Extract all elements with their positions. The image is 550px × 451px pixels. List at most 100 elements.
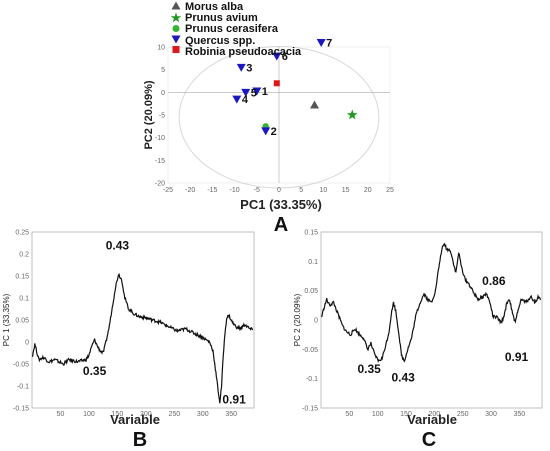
panel-a-ytick-label: -15 bbox=[155, 158, 165, 165]
point-quercus bbox=[241, 88, 251, 97]
legend-marker-prunus-cerasifera bbox=[172, 25, 180, 32]
panel-a-xtick-label: 25 bbox=[386, 187, 394, 194]
panel-c-ytick-label: 0.05 bbox=[304, 288, 318, 295]
panel-b-xtick-label: 50 bbox=[57, 411, 65, 418]
panel-c-xtick-label: 350 bbox=[513, 411, 525, 418]
panel-c-ytick-label: 0 bbox=[314, 318, 318, 325]
panel-a-xtick-label: -15 bbox=[207, 187, 217, 194]
panel-b-annotation: 0.91 bbox=[222, 393, 246, 407]
panel-a-xlabel: PC1 (33.35%) bbox=[240, 197, 322, 212]
panel-a-ytick-label: 0 bbox=[161, 90, 165, 97]
quercus-point-label: 6 bbox=[282, 51, 288, 63]
panel-b-ylabel: PC 1 (33.35%) bbox=[2, 293, 11, 346]
panel-label-c: C bbox=[422, 429, 436, 451]
panel-c-xtick-label: 200 bbox=[428, 411, 440, 418]
panel-b-annotation: 0.35 bbox=[83, 364, 107, 378]
panel-c-annotation: 0.43 bbox=[391, 371, 415, 385]
point-quercus bbox=[252, 87, 262, 96]
panel-label-b: B bbox=[133, 429, 147, 451]
legend: Morus alba Prunus avium Prunus cerasifer… bbox=[170, 1, 302, 58]
panel-b-ytick-label: 0 bbox=[25, 340, 29, 347]
panel-c-annotation: 0.86 bbox=[482, 274, 506, 288]
point-quercus bbox=[316, 38, 326, 47]
panel-c-pc2-line bbox=[321, 242, 541, 363]
panel-c-xlabel: Variable bbox=[407, 412, 457, 427]
point-quercus bbox=[261, 127, 271, 136]
panel-b-plot-area bbox=[31, 231, 255, 409]
legend-marker-prunus-avium bbox=[170, 12, 182, 23]
panel-c-annotation: 0.35 bbox=[357, 362, 381, 376]
panel-c-ytick-label: 0.1 bbox=[308, 259, 318, 266]
panel-label-a: A bbox=[274, 214, 288, 236]
panel-a-xtick-label: 0 bbox=[277, 187, 281, 194]
panel-b-ytick-label: 0.15 bbox=[15, 274, 29, 281]
legend-label-morus-alba: Morus alba bbox=[185, 1, 244, 13]
quercus-point-label: 5 bbox=[251, 87, 257, 99]
panel-a-plot: -25 -20 -15 -10 -5 0 5 10 15 20 251050-5-10-15-20 … bbox=[143, 37, 394, 236]
point-morus-alba bbox=[310, 100, 320, 109]
panel-a-ytick-label: -5 bbox=[159, 113, 165, 120]
panel-a-ylabel: PC2 (20.09%) bbox=[143, 80, 155, 149]
point-robinia bbox=[273, 80, 280, 87]
panel-a-xtick-label: 5 bbox=[299, 187, 303, 194]
panel-b-ytick-label: -0.1 bbox=[17, 384, 29, 391]
panel-b-plot: 50 100 150 200 250 300 350 0.25 0.2 0.15 0.1 0.05 0 -… bbox=[2, 230, 255, 451]
quercus-point-label: 3 bbox=[246, 62, 252, 74]
quercus-point-label: 1 bbox=[262, 86, 268, 98]
panel-c-ylabel: PC 2 (20.09%) bbox=[293, 293, 302, 346]
legend-marker-morus-alba bbox=[171, 1, 181, 10]
legend-marker-quercus bbox=[171, 35, 181, 44]
panel-c-plot: 50 100 150 200 250 300 350 0.15 0.1 0.05 0 -0.05 -0.… bbox=[293, 230, 543, 451]
panel-b-ytick-label: 0.1 bbox=[19, 296, 29, 303]
panel-b-annotation: 0.43 bbox=[106, 239, 130, 253]
panel-a-xtick-label: 20 bbox=[364, 187, 372, 194]
panel-b-xtick-label: 150 bbox=[112, 411, 124, 418]
panel-b-ytick-label: 0.05 bbox=[15, 318, 29, 325]
panel-a-ytick-label: -20 bbox=[155, 181, 165, 188]
panel-a-ytick-label: 5 bbox=[161, 67, 165, 74]
panel-c-ytick-label: -0.1 bbox=[306, 376, 318, 383]
confidence-ellipse bbox=[178, 46, 380, 189]
panel-a-ytick-label: -10 bbox=[155, 135, 165, 142]
panel-c-xtick-label: 250 bbox=[457, 411, 469, 418]
point-quercus bbox=[232, 95, 242, 104]
panel-b-xtick-label: 100 bbox=[83, 411, 95, 418]
legend-label-robinia: Robinia pseudoacacia bbox=[185, 46, 302, 58]
panel-a-xtick-label: -5 bbox=[254, 187, 260, 194]
panel-c-ytick-label: 0.15 bbox=[304, 230, 318, 237]
panel-a-xtick-label: -25 bbox=[163, 187, 173, 194]
panel-b-xtick-label: 200 bbox=[140, 411, 152, 418]
panel-b-xtick-label: 250 bbox=[168, 411, 180, 418]
panel-a-xtick-label: 10 bbox=[320, 187, 328, 194]
panel-a-xtick-label: 15 bbox=[342, 187, 350, 194]
panel-b-xtick-label: 350 bbox=[225, 411, 237, 418]
panel-b-xtick-label: 300 bbox=[197, 411, 209, 418]
panel-a-xtick-label: -20 bbox=[185, 187, 195, 194]
legend-label-prunus-cerasifera: Prunus cerasifera bbox=[185, 23, 279, 35]
panel-c-xtick-label: 150 bbox=[400, 411, 412, 418]
panel-a-xtick-label: -10 bbox=[230, 187, 240, 194]
panel-b-ytick-label: 0.2 bbox=[19, 252, 29, 259]
quercus-point-label: 4 bbox=[242, 94, 249, 106]
panel-b-xlabel: Variable bbox=[110, 412, 160, 427]
point-quercus bbox=[236, 63, 246, 72]
panel-c-xtick-label: 100 bbox=[372, 411, 384, 418]
panel-c-ytick-label: -0.15 bbox=[302, 406, 318, 413]
panel-c-ytick-label: -0.05 bbox=[302, 347, 318, 354]
panel-c-xtick-label: 300 bbox=[485, 411, 497, 418]
legend-label-quercus: Quercus spp. bbox=[185, 35, 255, 47]
panel-a-ytick-label: 10 bbox=[157, 45, 165, 52]
legend-label-prunus-avium: Prunus avium bbox=[185, 12, 258, 24]
panel-c-annotation: 0.91 bbox=[505, 350, 529, 364]
panel-b-ytick-label: -0.15 bbox=[13, 406, 29, 413]
panel-c-xtick-label: 50 bbox=[345, 411, 353, 418]
point-quercus bbox=[272, 52, 282, 61]
panel-b-ytick-label: 0.25 bbox=[15, 230, 29, 237]
panel-c-plot-area bbox=[320, 231, 543, 409]
panel-b-pc1-line bbox=[32, 272, 254, 404]
panel-b-ytick-label: -0.05 bbox=[13, 362, 29, 369]
quercus-point-label: 2 bbox=[271, 126, 277, 138]
point-prunus-avium bbox=[347, 109, 358, 120]
quercus-point-label: 7 bbox=[326, 37, 332, 49]
